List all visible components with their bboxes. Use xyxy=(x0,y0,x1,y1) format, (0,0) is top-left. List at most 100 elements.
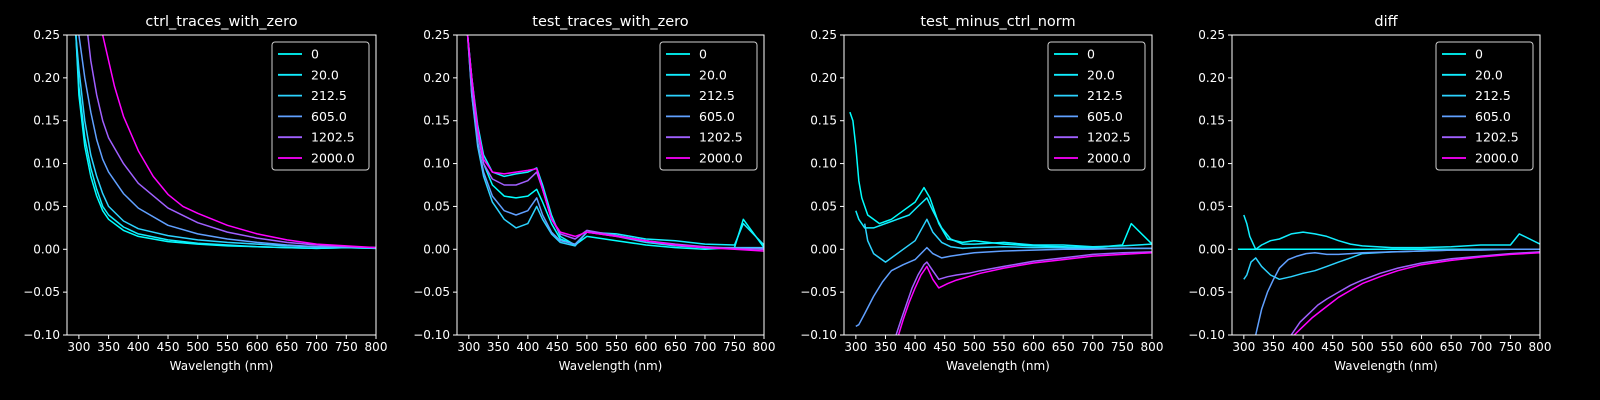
legend-label: 212.5 xyxy=(1475,88,1511,103)
y-tick-label: −0.10 xyxy=(413,328,450,342)
series-line-20.0 xyxy=(466,35,764,246)
x-tick-label: 400 xyxy=(904,340,927,354)
y-tick-label: −0.10 xyxy=(23,328,60,342)
legend-label: 605.0 xyxy=(699,109,735,124)
series-line-605.0 xyxy=(78,35,376,249)
y-tick-label: 0.15 xyxy=(423,114,450,128)
x-tick-label: 450 xyxy=(933,340,956,354)
y-tick-label: 0.10 xyxy=(423,157,450,171)
x-tick-label: 700 xyxy=(694,340,717,354)
legend-label: 20.0 xyxy=(1475,67,1503,82)
series-group xyxy=(466,35,764,252)
y-tick-label: 0.25 xyxy=(33,28,60,42)
legend-label: 2000.0 xyxy=(1087,151,1131,166)
x-tick-label: 300 xyxy=(67,340,90,354)
legend-label: 0 xyxy=(1087,47,1095,62)
chart-panel-2: 300 350 400 450 500 550 600 650 700 750 800 −0.10 −0… xyxy=(413,14,775,373)
series-line-20.0 xyxy=(855,197,1152,248)
series-group xyxy=(1237,214,1540,335)
series-line-2000.0 xyxy=(101,35,376,249)
series-line-1202.5 xyxy=(87,35,376,249)
axes-frame xyxy=(843,34,1153,336)
x-tick-label: 600 xyxy=(1022,340,1045,354)
y-tick-label: −0.05 xyxy=(23,285,60,299)
series-line-20.0 xyxy=(1243,214,1540,251)
legend-label: 212.5 xyxy=(1087,88,1123,103)
x-tick-label: 500 xyxy=(186,340,209,354)
x-tick-label: 350 xyxy=(487,340,510,354)
x-tick-label: 300 xyxy=(1232,340,1255,354)
x-tick-label: 550 xyxy=(1380,340,1403,354)
series-line-605.0 xyxy=(855,246,1152,328)
y-tick-label: −0.10 xyxy=(800,328,837,342)
chart-panel-4: 300 350 400 450 500 550 600 650 700 750 800 −0.10 −0… xyxy=(1188,14,1551,373)
x-tick-label: 300 xyxy=(457,340,480,354)
x-tick-label: 800 xyxy=(753,340,776,354)
y-tick-label: 0.05 xyxy=(423,199,450,213)
legend: 0 20.0 212.5 605.0 1202.5 2000.0 xyxy=(1435,41,1534,171)
y-tick-label: 0.20 xyxy=(33,71,60,85)
legend-label: 2000.0 xyxy=(699,151,743,166)
legend-label: 605.0 xyxy=(1475,109,1511,124)
y-tick-label: 0.25 xyxy=(1198,28,1225,42)
y-tick-label: 0.15 xyxy=(33,114,60,128)
x-tick-label: 350 xyxy=(97,340,120,354)
legend: 0 20.0 212.5 605.0 1202.5 2000.0 xyxy=(271,41,370,171)
x-tick-label: 550 xyxy=(992,340,1015,354)
x-tick-label: 600 xyxy=(1410,340,1433,354)
y-tick-label: 0.00 xyxy=(810,242,837,256)
x-axis-label: Wavelength (nm) xyxy=(170,359,274,373)
y-tick-label: 0.20 xyxy=(423,71,450,85)
legend-label: 605.0 xyxy=(311,109,347,124)
axes-frame xyxy=(456,34,765,336)
x-tick-label: 350 xyxy=(874,340,897,354)
x-axis-label: Wavelength (nm) xyxy=(1334,359,1438,373)
y-tick-label: 0.15 xyxy=(810,114,837,128)
y-tick-label: 0.25 xyxy=(810,28,837,42)
y-tick-label: 0.10 xyxy=(810,157,837,171)
series-line-2000.0 xyxy=(466,35,764,252)
y-tick-label: 0.00 xyxy=(1198,242,1225,256)
legend-label: 2000.0 xyxy=(311,151,355,166)
x-tick-label: 750 xyxy=(335,340,358,354)
legend-label: 0 xyxy=(1475,47,1483,62)
series-line-212.5 xyxy=(863,218,1152,263)
x-tick-label: 500 xyxy=(575,340,598,354)
legend-label: 0 xyxy=(699,47,707,62)
axes-frame xyxy=(1231,34,1541,336)
x-tick-label: 500 xyxy=(963,340,986,354)
x-tick-label: 400 xyxy=(516,340,539,354)
x-tick-label: 700 xyxy=(1469,340,1492,354)
x-tick-label: 800 xyxy=(365,340,388,354)
x-axis-label: Wavelength (nm) xyxy=(946,359,1050,373)
x-axis-label: Wavelength (nm) xyxy=(559,359,663,373)
series-line-2000.0 xyxy=(897,251,1152,335)
x-tick-label: 550 xyxy=(216,340,239,354)
x-tick-label: 600 xyxy=(634,340,657,354)
legend-label: 1202.5 xyxy=(1087,130,1131,145)
x-tick-label: 300 xyxy=(844,340,867,354)
series-line-0 xyxy=(849,111,1152,249)
y-tick-label: −0.05 xyxy=(800,285,837,299)
y-tick-label: 0.20 xyxy=(1198,71,1225,85)
legend-label: 1202.5 xyxy=(311,130,355,145)
y-tick-label: 0.10 xyxy=(33,157,60,171)
series-line-2000.0 xyxy=(1293,251,1540,335)
y-tick-label: −0.05 xyxy=(1188,285,1225,299)
x-tick-label: 800 xyxy=(1529,340,1552,354)
series-line-1202.5 xyxy=(1290,251,1540,335)
series-group xyxy=(75,35,376,250)
x-tick-label: 450 xyxy=(157,340,180,354)
legend-label: 20.0 xyxy=(699,67,727,82)
series-line-20.0 xyxy=(75,35,376,250)
x-tick-label: 550 xyxy=(605,340,628,354)
y-tick-label: 0.15 xyxy=(1198,114,1225,128)
x-tick-label: 450 xyxy=(546,340,569,354)
x-tick-label: 600 xyxy=(246,340,269,354)
x-tick-label: 750 xyxy=(1499,340,1522,354)
x-tick-label: 400 xyxy=(127,340,150,354)
legend-label: 0 xyxy=(311,47,319,62)
series-line-0 xyxy=(466,35,764,251)
legend-label: 20.0 xyxy=(1087,67,1115,82)
